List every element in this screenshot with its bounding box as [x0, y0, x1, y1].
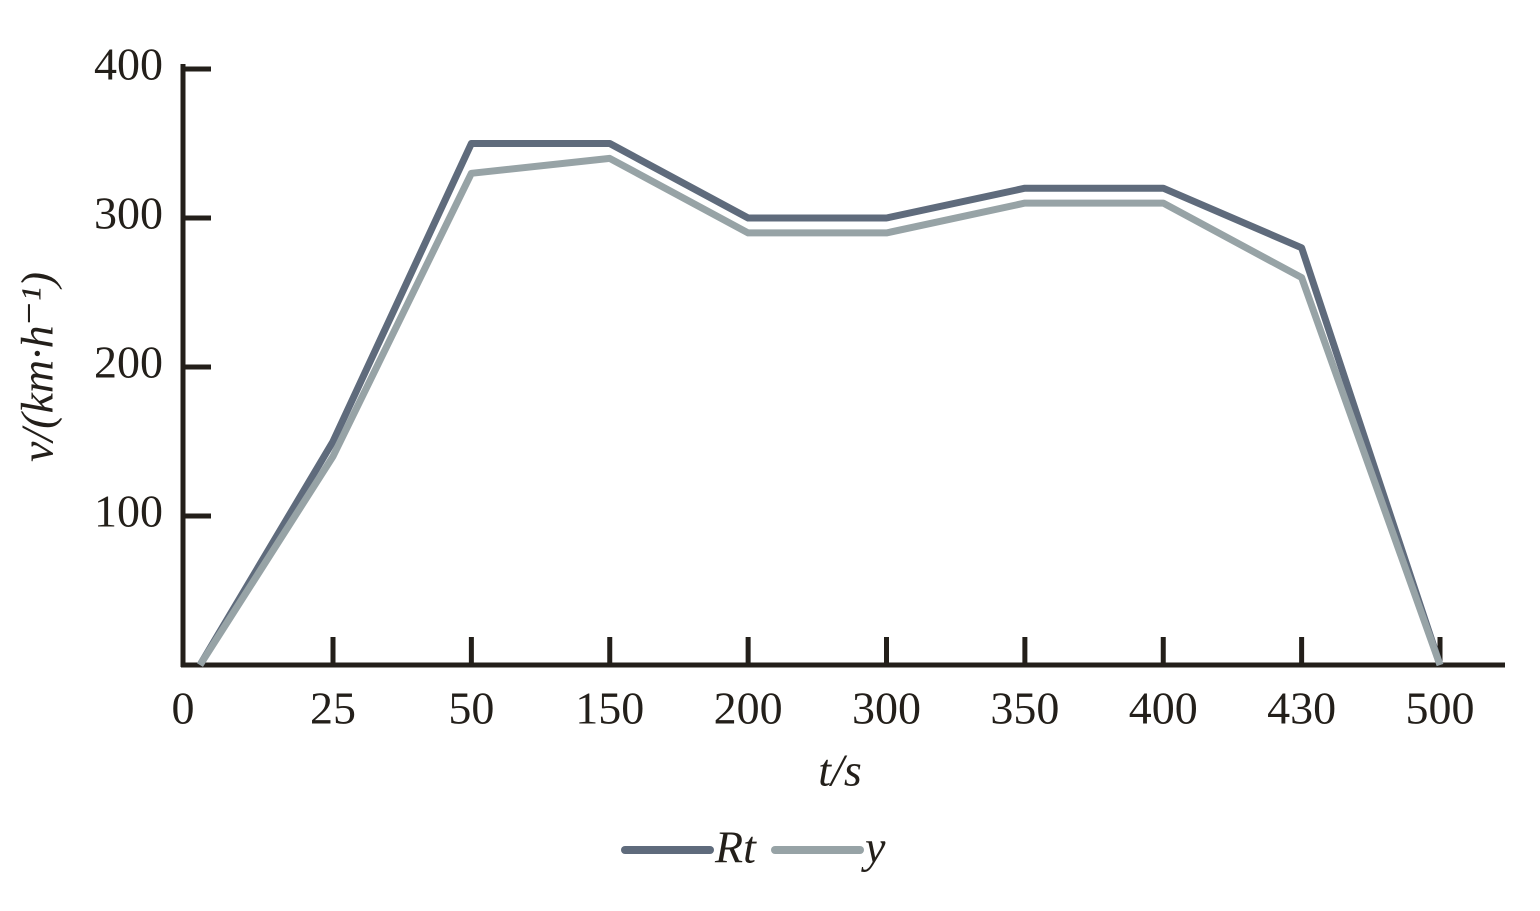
y-tick-label: 400	[94, 39, 163, 90]
y-tick-label: 100	[94, 486, 163, 537]
x-tick-label: 350	[990, 683, 1059, 734]
x-axis-label: t/s	[818, 745, 861, 796]
legend-label: y	[861, 822, 886, 873]
x-tick-label: 300	[852, 683, 921, 734]
x-tick-label: 150	[575, 683, 644, 734]
y-axis-label: v/(km·h⁻¹)	[12, 272, 63, 462]
series-line	[196, 140, 1444, 667]
series-line	[197, 154, 1444, 667]
legend-label: Rt	[714, 822, 757, 873]
y-tick-label: 200	[94, 337, 163, 388]
y-tick-label: 300	[94, 188, 163, 239]
x-tick-label: 400	[1129, 683, 1198, 734]
x-tick-label: 200	[714, 683, 783, 734]
x-tick-label: 50	[448, 683, 494, 734]
x-tick-label: 25	[310, 683, 356, 734]
x-tick-label: 500	[1406, 683, 1475, 734]
x-tick-label: 430	[1267, 683, 1336, 734]
x-tick-label: 0	[172, 683, 195, 734]
